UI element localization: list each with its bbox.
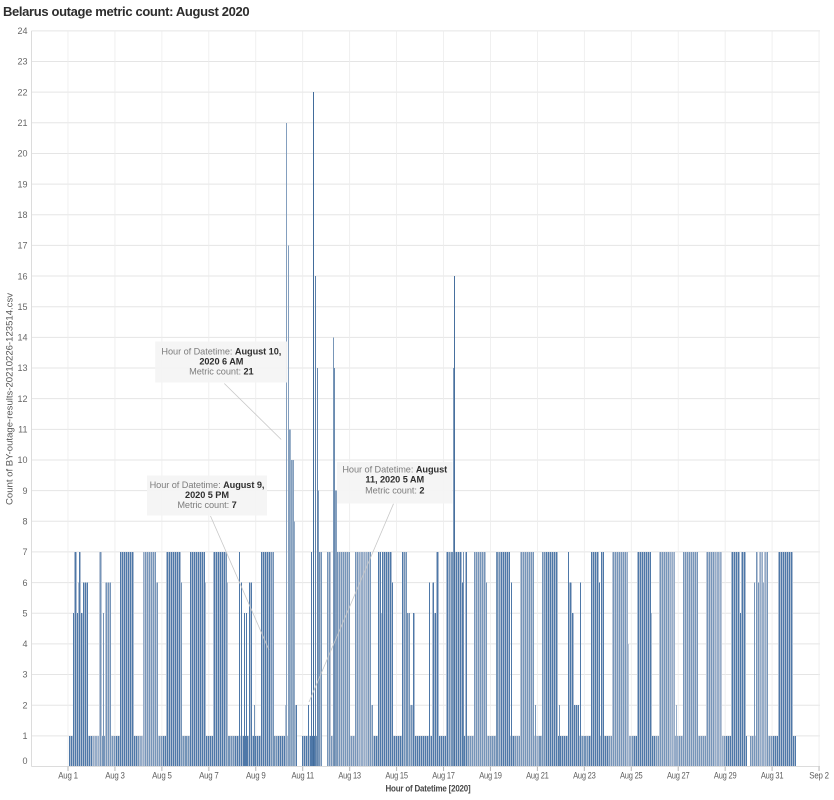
- svg-text:Hour of Datetime: August 9,: Hour of Datetime: August 9,: [150, 480, 265, 490]
- svg-text:Aug 5: Aug 5: [152, 771, 172, 781]
- svg-text:Aug 25: Aug 25: [620, 771, 643, 781]
- svg-text:Hour of Datetime [2020]: Hour of Datetime [2020]: [386, 784, 471, 794]
- svg-text:Sep 2: Sep 2: [809, 771, 829, 781]
- svg-text:Aug 29: Aug 29: [714, 771, 737, 781]
- svg-text:Count of BY-outage-results-202: Count of BY-outage-results-20210226-1235…: [5, 292, 15, 505]
- svg-text:Metric count: 7: Metric count: 7: [177, 500, 236, 510]
- svg-text:4: 4: [22, 639, 27, 649]
- svg-text:7: 7: [22, 547, 27, 557]
- svg-text:Belarus outage metric count: A: Belarus outage metric count: August 2020: [3, 4, 249, 19]
- svg-text:14: 14: [17, 333, 27, 343]
- svg-text:9: 9: [22, 486, 27, 496]
- svg-text:Hour of Datetime: August 10,: Hour of Datetime: August 10,: [161, 347, 281, 357]
- svg-text:5: 5: [22, 608, 27, 618]
- svg-text:15: 15: [17, 302, 27, 312]
- svg-text:3: 3: [22, 670, 27, 680]
- svg-text:6: 6: [22, 578, 27, 588]
- svg-text:23: 23: [17, 57, 27, 67]
- svg-text:Aug 31: Aug 31: [761, 771, 784, 781]
- svg-text:Aug 23: Aug 23: [573, 771, 596, 781]
- svg-text:Aug 13: Aug 13: [338, 771, 361, 781]
- svg-text:22: 22: [17, 87, 27, 97]
- svg-text:10: 10: [17, 455, 27, 465]
- svg-text:Hour of Datetime: August: Hour of Datetime: August: [342, 465, 447, 475]
- svg-text:Aug 21: Aug 21: [526, 771, 549, 781]
- svg-text:19: 19: [17, 179, 27, 189]
- svg-text:24: 24: [17, 26, 27, 36]
- svg-text:Aug 9: Aug 9: [246, 771, 266, 781]
- svg-text:8: 8: [22, 516, 27, 526]
- svg-text:Metric count: 21: Metric count: 21: [189, 367, 253, 377]
- svg-text:Aug 15: Aug 15: [385, 771, 408, 781]
- svg-text:Aug 1: Aug 1: [58, 771, 78, 781]
- svg-text:0: 0: [22, 756, 27, 766]
- svg-text:2020 6 AM: 2020 6 AM: [199, 357, 243, 367]
- svg-text:1: 1: [22, 731, 27, 741]
- svg-text:17: 17: [17, 241, 27, 251]
- svg-text:20: 20: [17, 149, 27, 159]
- svg-text:Metric count: 2: Metric count: 2: [365, 486, 424, 496]
- svg-text:11, 2020 5 AM: 11, 2020 5 AM: [365, 475, 424, 485]
- svg-text:16: 16: [17, 271, 27, 281]
- svg-text:2: 2: [22, 700, 27, 710]
- svg-text:18: 18: [17, 210, 27, 220]
- svg-text:2020 5 PM: 2020 5 PM: [185, 490, 229, 500]
- svg-text:21: 21: [17, 118, 27, 128]
- svg-text:12: 12: [17, 394, 27, 404]
- svg-text:Aug 11: Aug 11: [291, 771, 314, 781]
- svg-text:Aug 27: Aug 27: [667, 771, 690, 781]
- svg-text:Aug 3: Aug 3: [105, 771, 125, 781]
- svg-text:Aug 17: Aug 17: [432, 771, 455, 781]
- svg-text:13: 13: [17, 363, 27, 373]
- svg-text:11: 11: [18, 425, 27, 435]
- svg-text:Aug 7: Aug 7: [199, 771, 219, 781]
- svg-text:Aug 19: Aug 19: [479, 771, 502, 781]
